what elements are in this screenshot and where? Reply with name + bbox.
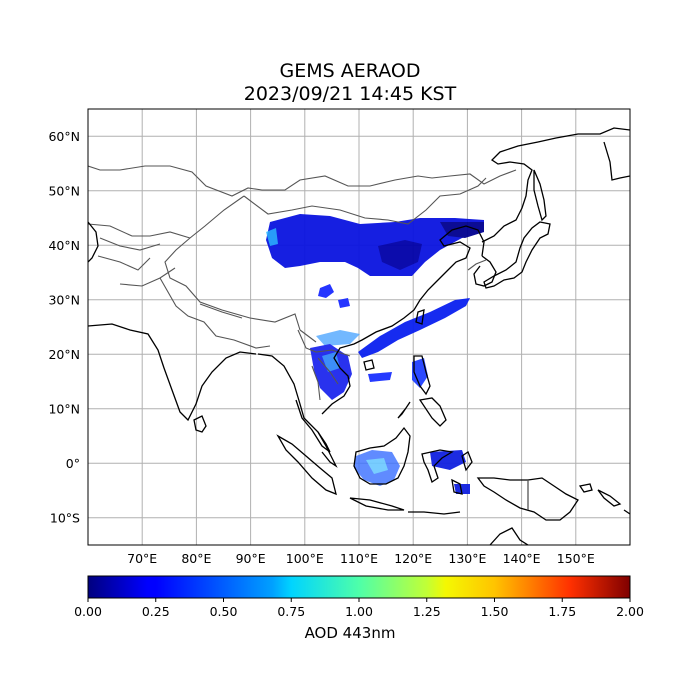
coast-borneo bbox=[353, 426, 411, 485]
aod-region-papua-speck bbox=[454, 484, 470, 494]
lat-tick-label: 10°S bbox=[50, 510, 80, 525]
coast-indochina bbox=[321, 225, 485, 415]
colorbar-tick-label: 0.75 bbox=[277, 604, 305, 619]
coast-kamchatka bbox=[603, 141, 630, 181]
aod-region-borneo-cyan bbox=[366, 458, 388, 474]
border-mongolia-china bbox=[243, 177, 487, 225]
lon-tick-label: 140°E bbox=[503, 551, 541, 566]
longitude-tick-labels: 70°E 80°E 90°E 100°E 110°E 120°E 130°E 140°E 150… bbox=[127, 551, 595, 566]
lon-tick-label: 110°E bbox=[340, 551, 378, 566]
coastlines bbox=[88, 127, 630, 545]
aod-region-south-china bbox=[358, 298, 470, 358]
border-indochina bbox=[297, 329, 351, 401]
lat-tick-label: 60°N bbox=[48, 129, 80, 144]
aod-region-tibet-specks bbox=[318, 284, 334, 298]
border-india-pakistan bbox=[159, 277, 271, 349]
aod-region-indochina-cyan bbox=[322, 352, 340, 372]
figure-title: GEMS AERAOD bbox=[279, 60, 421, 82]
gridlines bbox=[88, 109, 630, 545]
border-russia-kazakhstan bbox=[88, 165, 517, 197]
lat-tick-label: 0° bbox=[66, 456, 80, 471]
aod-region-sulawesi-specks bbox=[430, 450, 466, 470]
coast-caspian bbox=[88, 221, 99, 263]
colorbar-label: AOD 443nm bbox=[304, 624, 396, 642]
lat-tick-label: 30°N bbox=[48, 292, 80, 307]
coast-sakhalin bbox=[533, 169, 547, 222]
colorbar-gradient bbox=[87, 575, 631, 599]
aod-data-layer bbox=[266, 214, 484, 494]
aod-region-mongolia bbox=[266, 214, 484, 276]
coast-sumatra bbox=[276, 434, 337, 496]
colorbar-tick-label: 1.00 bbox=[345, 604, 373, 619]
aod-region-indochina bbox=[310, 344, 352, 400]
coast-java bbox=[349, 497, 461, 515]
lon-tick-label: 70°E bbox=[127, 551, 157, 566]
coast-sulawesi bbox=[421, 449, 454, 484]
colorbar-tick-label: 1.25 bbox=[413, 604, 441, 619]
lon-tick-label: 120°E bbox=[394, 551, 432, 566]
lat-tick-label: 40°N bbox=[48, 238, 80, 253]
lat-tick-label: 20°N bbox=[48, 347, 80, 362]
lat-tick-label: 50°N bbox=[48, 183, 80, 198]
lon-tick-label: 150°E bbox=[557, 551, 595, 566]
border-nepal bbox=[199, 303, 243, 319]
aod-region-inner-mongolia-dark bbox=[440, 222, 484, 238]
coast-hainan bbox=[363, 359, 375, 371]
coast-philippines bbox=[397, 355, 447, 427]
coast-arabian-sea bbox=[88, 323, 257, 422]
coast-malay-peninsula bbox=[317, 431, 338, 468]
border-china-west bbox=[164, 195, 301, 331]
coast-moluccas bbox=[451, 451, 473, 495]
coast-new-guinea bbox=[476, 477, 579, 521]
aod-region-sichuan-speck bbox=[338, 298, 350, 308]
country-borders bbox=[88, 165, 517, 401]
border-korea bbox=[467, 259, 487, 271]
lon-tick-label: 130°E bbox=[448, 551, 486, 566]
coast-russian-far-east bbox=[481, 127, 630, 243]
coast-bismarck bbox=[578, 483, 630, 515]
lon-tick-label: 80°E bbox=[181, 551, 211, 566]
colorbar-tick-label: 1.75 bbox=[548, 604, 576, 619]
map-frame bbox=[87, 108, 631, 546]
coast-japan bbox=[483, 221, 551, 289]
coast-sri-lanka bbox=[193, 415, 207, 433]
aod-edge-cyan-west bbox=[266, 228, 278, 246]
coast-korea bbox=[473, 255, 497, 287]
colorbar-tick-label: 2.00 bbox=[616, 604, 644, 619]
coast-australia-north bbox=[489, 527, 529, 545]
colorbar-ticks: 0.00 0.25 0.50 0.75 1.00 1.25 1.50 1.75 2.00 bbox=[74, 598, 644, 619]
border-central-asia bbox=[88, 223, 191, 287]
latitude-tick-labels: 60°N 50°N 40°N 30°N 20°N 10°N 0° 10°S bbox=[48, 129, 80, 526]
colorbar-tick-label: 1.50 bbox=[481, 604, 509, 619]
aod-region-north-china-dark bbox=[378, 240, 422, 270]
lon-tick-label: 90°E bbox=[236, 551, 266, 566]
colorbar-tick-label: 0.50 bbox=[210, 604, 238, 619]
colorbar-tick-label: 0.00 bbox=[74, 604, 102, 619]
colorbar-tick-label: 0.25 bbox=[142, 604, 170, 619]
lon-tick-label: 100°E bbox=[286, 551, 324, 566]
figure-subtitle: 2023/09/21 14:45 KST bbox=[243, 83, 457, 105]
aod-region-sea-specks bbox=[368, 372, 392, 382]
coast-taiwan bbox=[415, 309, 425, 325]
aod-region-south-china-light bbox=[316, 330, 360, 346]
lat-tick-label: 10°N bbox=[48, 401, 80, 416]
